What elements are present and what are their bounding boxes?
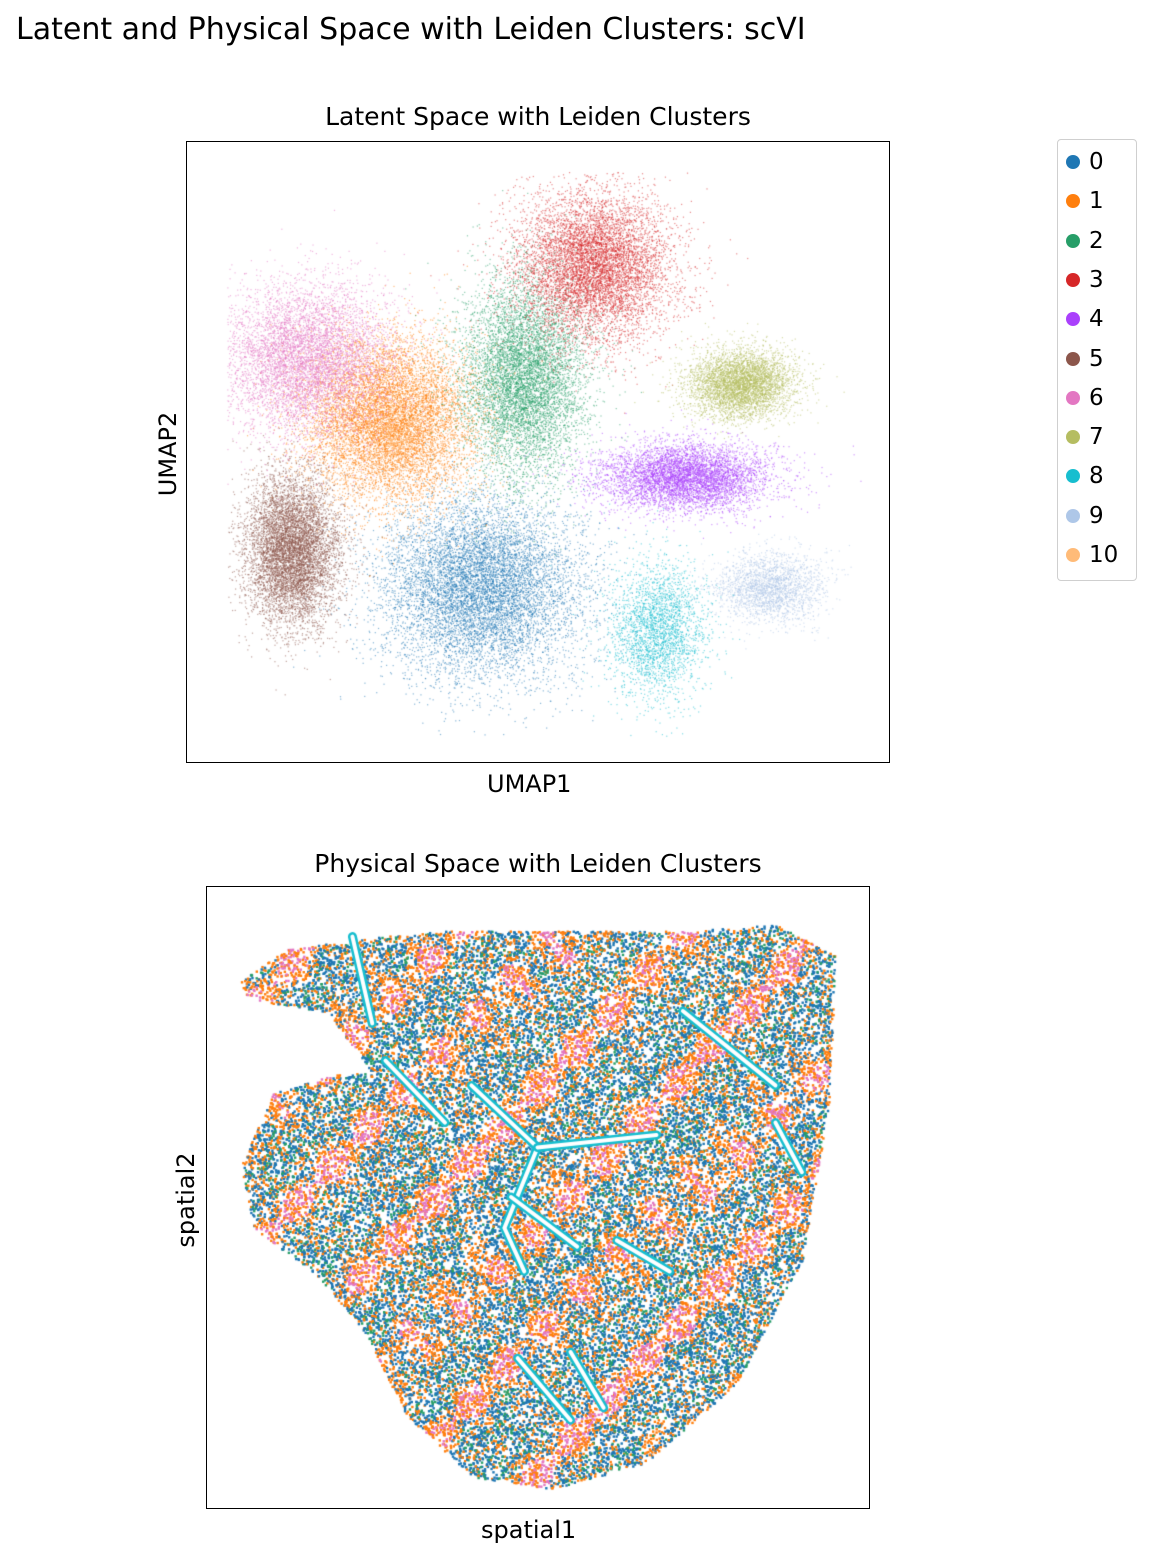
legend-label: 7 (1089, 424, 1104, 451)
legend-marker (1066, 272, 1080, 287)
legend-item-3: 3 (1066, 265, 1104, 295)
legend-item-9: 9 (1066, 501, 1104, 531)
legend-marker (1066, 351, 1080, 366)
legend-marker (1066, 312, 1080, 327)
legend-label: 2 (1089, 227, 1104, 254)
legend-marker (1066, 469, 1080, 484)
legend-label: 6 (1089, 384, 1104, 411)
legend-marker (1066, 390, 1080, 405)
latent-x-axis-label: UMAP1 (487, 770, 572, 798)
legend-item-7: 7 (1066, 422, 1104, 452)
legend-marker (1066, 548, 1080, 562)
latent-panel-title: Latent Space with Leiden Clusters (325, 102, 751, 131)
legend-item-8: 8 (1066, 461, 1104, 491)
physical-scatter-points (207, 887, 868, 1507)
legend-label: 3 (1089, 266, 1104, 293)
legend-label: 10 (1089, 542, 1119, 568)
legend-label: 1 (1089, 188, 1104, 215)
physical-x-axis-label: spatial1 (481, 1516, 577, 1544)
legend-label: 4 (1089, 306, 1104, 333)
cluster-legend: 0 1 2 3 4 5 6 7 8 9 10 (1057, 139, 1137, 581)
legend-marker (1066, 430, 1080, 445)
legend-item-4: 4 (1066, 304, 1104, 334)
latent-scatter-points (187, 142, 888, 761)
legend-item-6: 6 (1066, 383, 1104, 413)
legend-marker (1066, 508, 1080, 523)
legend-item-10: 10 (1066, 540, 1118, 570)
physical-y-axis-label: spatial2 (172, 1152, 200, 1248)
legend-marker (1066, 233, 1080, 248)
physical-panel-title: Physical Space with Leiden Clusters (314, 849, 762, 878)
legend-label: 8 (1089, 463, 1104, 490)
physical-plot-area (206, 886, 870, 1509)
legend-label: 0 (1089, 149, 1104, 175)
legend-item-0: 0 (1066, 147, 1104, 177)
legend-label: 5 (1089, 345, 1104, 372)
legend-item-5: 5 (1066, 344, 1104, 374)
legend-marker (1066, 155, 1080, 169)
legend-item-1: 1 (1066, 186, 1104, 216)
legend-label: 9 (1089, 502, 1104, 529)
legend-marker (1066, 194, 1080, 209)
latent-plot-area (186, 141, 890, 763)
legend-item-2: 2 (1066, 226, 1104, 256)
figure-suptitle: Latent and Physical Space with Leiden Cl… (16, 12, 806, 47)
latent-y-axis-label: UMAP2 (154, 411, 182, 497)
